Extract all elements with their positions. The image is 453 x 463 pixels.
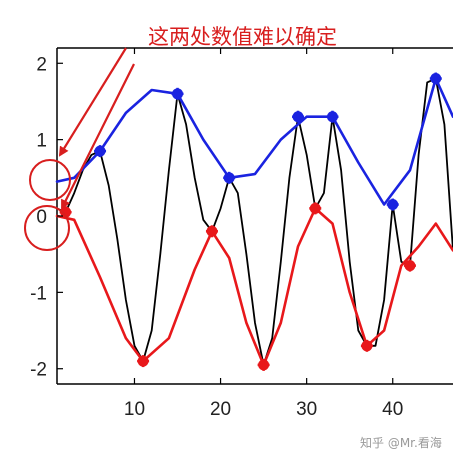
lower-extremum-marker bbox=[257, 358, 270, 371]
upper-extremum-marker bbox=[386, 198, 399, 211]
series-layer bbox=[55, 77, 453, 367]
marker-layer bbox=[59, 72, 442, 371]
x-tick-label: 40 bbox=[382, 399, 403, 420]
upper-extremum-marker bbox=[223, 171, 236, 184]
annotation-text: 这两处数值难以确定 bbox=[148, 25, 337, 49]
y-tick-label: 0 bbox=[36, 207, 47, 228]
lower-extremum-marker bbox=[403, 259, 416, 272]
x-tick-label: 10 bbox=[124, 399, 145, 420]
series-signal bbox=[56, 77, 453, 366]
watermark: 知乎 @Mr.看海 bbox=[360, 435, 442, 450]
lower-extremum-marker bbox=[205, 225, 218, 238]
upper-extremum-marker bbox=[171, 87, 184, 100]
y-tick-label: 1 bbox=[36, 131, 47, 152]
annotation-arrow-lower bbox=[61, 63, 135, 210]
y-tick-label: 2 bbox=[36, 54, 47, 75]
y-tick-label: -2 bbox=[30, 360, 47, 381]
series-upper-envelope bbox=[55, 77, 453, 206]
upper-extremum-marker bbox=[429, 72, 442, 85]
annotation-layer: 这两处数值难以确定 bbox=[24, 25, 337, 251]
lower-extremum-marker bbox=[137, 355, 150, 368]
upper-extremum-marker bbox=[94, 145, 107, 158]
series-lower-envelope bbox=[55, 207, 453, 367]
upper-extremum-marker bbox=[326, 110, 339, 123]
annotation-circle-lower bbox=[24, 205, 70, 251]
x-tick-label: 20 bbox=[210, 399, 231, 420]
lower-extremum-marker bbox=[309, 202, 322, 215]
lower-extremum-marker bbox=[360, 339, 373, 352]
annotation-arrow-upper bbox=[58, 47, 127, 157]
x-tick-label: 30 bbox=[296, 399, 317, 420]
tick-layer: 10 20 30 40 -2 -1 0 1 2 bbox=[30, 48, 403, 420]
y-tick-label: -1 bbox=[30, 283, 47, 304]
annotation-circle-upper bbox=[29, 159, 71, 201]
upper-extremum-marker bbox=[292, 110, 305, 123]
